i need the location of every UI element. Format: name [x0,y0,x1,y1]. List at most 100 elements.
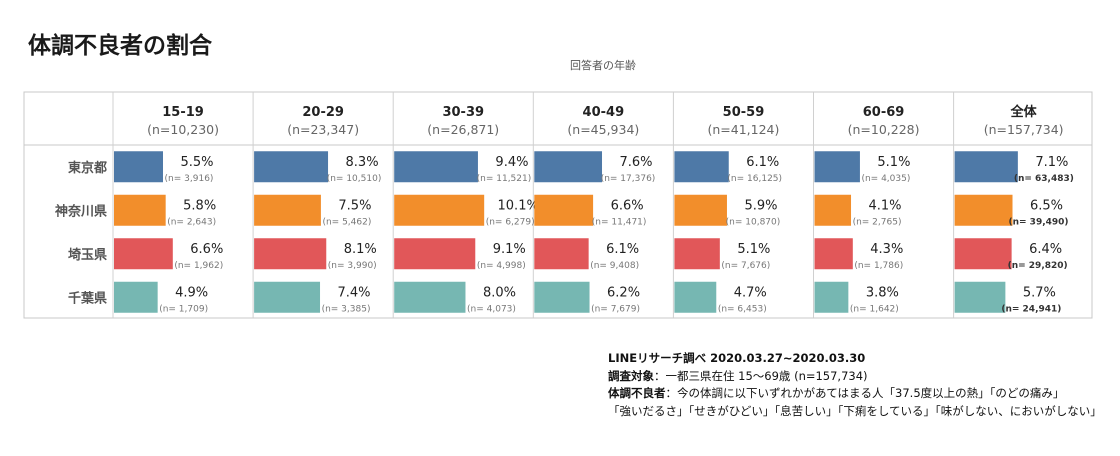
bar-count-label: (n= 24,941) [1001,304,1061,314]
bar-value-label: 7.4% [338,285,371,300]
bar [254,194,321,226]
age-group-count: (n=157,734) [984,122,1064,137]
axis-caption: 回答者の年齢 [570,59,636,72]
bar-count-label: (n= 3,916) [165,174,214,184]
bar-count-label: (n= 3,385) [322,304,371,314]
bar-count-label: (n= 3,990) [328,261,377,271]
prefecture-label: 埼玉県 [68,247,107,263]
age-group-label: 40-49 [583,105,625,120]
age-group-label: 15-19 [162,105,204,120]
bar [814,151,860,183]
bar [954,194,1013,226]
bar-count-label: (n= 1,709) [159,304,208,314]
bar-count-label: (n= 29,820) [1008,261,1068,271]
bar [674,194,727,226]
bar-count-label: (n= 16,125) [727,174,782,184]
bar [114,151,163,183]
bar [534,194,594,226]
bar-count-label: (n= 5,462) [322,217,371,227]
bar-value-label: 6.1% [746,155,779,170]
bar-count-label: (n= 4,073) [467,304,516,314]
bar-count-label: (n= 63,483) [1014,174,1074,184]
bar-value-label: 9.4% [495,155,528,170]
bar [114,194,166,226]
bar-count-label: (n= 6,453) [718,304,767,314]
age-group-label: 60-69 [863,105,905,120]
bar-count-label: (n= 11,521) [477,174,532,184]
bar [674,151,729,183]
bar [114,281,158,313]
bar-value-label: 4.3% [870,242,903,257]
bar [954,151,1018,183]
bar-count-label: (n= 7,679) [591,304,640,314]
bar [814,281,849,313]
bar-count-label: (n= 1,642) [850,304,899,314]
bar-count-label: (n= 9,408) [590,261,639,271]
bar [534,281,590,313]
age-group-label: 30-39 [442,105,484,120]
age-group-count: (n=10,228) [848,122,920,137]
bar [394,151,478,183]
bar-value-label: 7.1% [1035,155,1068,170]
age-group-label: 50-59 [723,105,765,120]
bar [394,194,485,226]
prefecture-label: 東京都 [68,160,107,176]
bar-value-label: 8.1% [344,242,377,257]
bar-value-label: 7.5% [338,198,371,213]
bar [954,238,1012,270]
age-group-count: (n=10,230) [147,122,219,137]
bar-value-label: 6.2% [607,285,640,300]
age-group-count: (n=23,347) [287,122,359,137]
bar-value-label: 6.1% [606,242,639,257]
bar-value-label: 6.4% [1029,242,1062,257]
bar-value-label: 8.3% [346,155,379,170]
bar [534,151,603,183]
bar-value-label: 5.9% [744,198,777,213]
bar-count-label: (n= 7,676) [721,261,770,271]
bar-value-label: 4.7% [734,285,767,300]
bar [394,281,466,313]
bar [534,238,589,270]
bar-value-label: 5.1% [737,242,770,257]
bar [114,238,173,270]
bar-value-label: 6.6% [190,242,223,257]
bar-value-label: 5.5% [180,155,213,170]
bar-count-label: (n= 4,035) [861,174,910,184]
target-note: 調査対象：一都三県在住 15～69歳 (n=157,734) [608,368,1102,386]
bar-count-label: (n= 11,471) [592,217,647,227]
bar [814,194,852,226]
age-group-count: (n=45,934) [567,122,639,137]
bar-value-label: 5.8% [183,198,216,213]
bar [254,281,321,313]
bar-count-label: (n= 10,510) [327,174,382,184]
bar-count-label: (n= 2,643) [167,217,216,227]
bar [254,151,329,183]
age-group-count: (n=26,871) [427,122,499,137]
bar-count-label: (n= 6,279) [486,217,535,227]
bar-value-label: 6.6% [611,198,644,213]
bar-count-label: (n= 10,870) [726,217,781,227]
bar-value-label: 7.6% [619,155,652,170]
target-text: ：一都三県在住 15～69歳 (n=157,734) [654,368,868,383]
source-note: LINEリサーチ調べ 2020.03.27~2020.03.30 [608,351,866,365]
symptom-text: ：今の体調に以下いずれかがあてはまる人「37.5度以上の熱」「のどの痛み」 [665,386,1065,400]
bar-value-label: 4.9% [175,285,208,300]
bar [814,238,853,270]
bar [674,238,720,270]
symptom-note-2: 「強いだるさ」「せきがひどい」「息苦しい」「下痢をしている」「味がしない、におい… [608,403,1102,418]
age-group-label: 20-29 [302,105,344,120]
chart-title: 体調不良者の割合 [28,33,212,59]
bar-value-label: 9.1% [493,242,526,257]
bar-value-label: 3.8% [866,285,899,300]
bar-count-label: (n= 4,998) [477,261,526,271]
bar-value-label: 10.1% [498,198,539,213]
symptom-note: 体調不良者：今の体調に以下いずれかがあてはまる人「37.5度以上の熱」「のどの痛… [608,385,1102,403]
bar-chart: 15-19 (n=10,230) 20-29 (n=23,347) 30-39 (n=26… [23,91,1093,319]
bar-value-label: 4.1% [869,198,902,213]
prefecture-label: 神奈川県 [55,203,107,219]
bar [254,238,327,270]
bar-count-label: (n= 39,490) [1008,217,1068,227]
bar-value-label: 5.7% [1023,285,1056,300]
bar-value-label: 5.1% [877,155,910,170]
bar-count-label: (n= 1,786) [854,261,903,271]
